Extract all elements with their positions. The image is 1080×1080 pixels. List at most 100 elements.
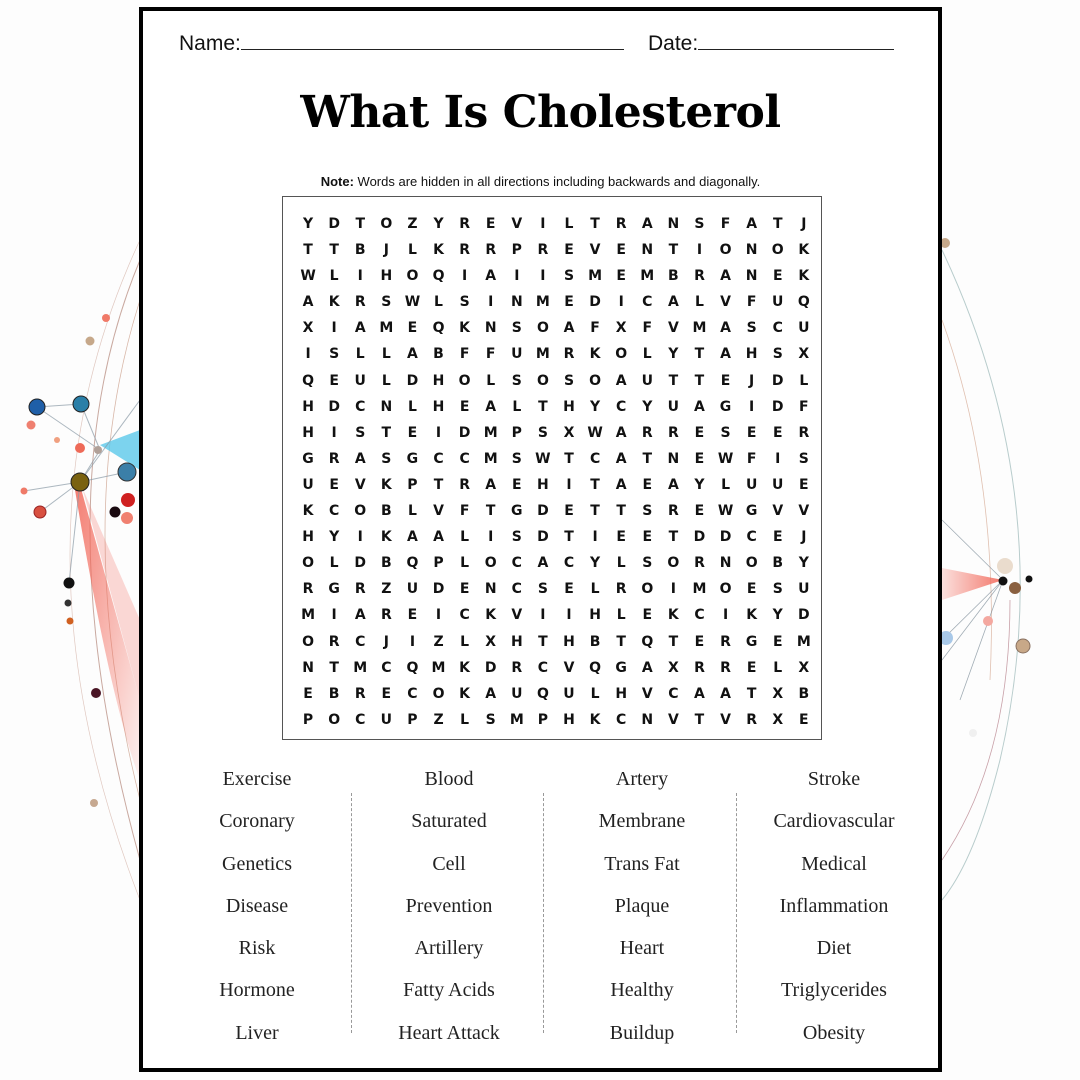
grid-cell[interactable]: S <box>642 503 653 520</box>
grid-cell[interactable]: U <box>406 581 419 598</box>
grid-cell[interactable]: D <box>771 372 784 389</box>
grid-cell[interactable]: L <box>564 216 574 232</box>
grid-cell[interactable]: R <box>380 607 392 624</box>
grid-cell[interactable]: W <box>717 503 734 520</box>
grid-cell[interactable]: I <box>331 424 337 441</box>
grid-cell[interactable]: D <box>537 503 549 520</box>
grid-cell[interactable]: A <box>537 555 549 572</box>
grid-cell[interactable]: D <box>354 555 367 572</box>
grid-cell[interactable]: A <box>641 659 653 676</box>
grid-cell[interactable]: T <box>668 633 679 650</box>
grid-cell[interactable]: A <box>302 294 314 311</box>
grid-cell[interactable]: Y <box>433 216 444 232</box>
grid-cell[interactable]: K <box>380 476 392 493</box>
grid-cell[interactable]: N <box>484 320 497 337</box>
grid-cell[interactable]: S <box>537 424 548 441</box>
grid-cell[interactable]: E <box>564 581 574 598</box>
grid-cell[interactable]: U <box>798 581 810 598</box>
grid-cell[interactable]: S <box>511 529 522 546</box>
grid-cell[interactable]: L <box>773 659 783 676</box>
grid-cell[interactable]: Q <box>406 659 419 676</box>
grid-cell[interactable]: E <box>407 424 418 441</box>
grid-cell[interactable]: O <box>745 555 758 572</box>
grid-cell[interactable]: T <box>329 242 339 259</box>
grid-cell[interactable]: A <box>720 346 731 363</box>
grid-cell[interactable]: B <box>380 503 392 520</box>
grid-cell[interactable]: S <box>511 372 522 389</box>
grid-cell[interactable]: K <box>798 268 810 285</box>
grid-cell[interactable]: B <box>772 555 784 572</box>
grid-cell[interactable]: C <box>694 607 705 624</box>
grid-cell[interactable]: A <box>485 476 497 493</box>
grid-cell[interactable]: H <box>563 633 575 650</box>
grid-cell[interactable]: U <box>772 294 784 311</box>
grid-cell[interactable]: X <box>798 346 810 363</box>
grid-cell[interactable]: M <box>431 659 446 676</box>
grid-cell[interactable]: R <box>459 216 470 232</box>
grid-cell[interactable]: O <box>719 581 732 598</box>
grid-cell[interactable]: Z <box>433 633 444 650</box>
grid-cell[interactable]: H <box>537 476 549 493</box>
grid-cell[interactable]: S <box>329 346 340 363</box>
grid-cell[interactable]: A <box>615 476 627 493</box>
grid-cell[interactable]: M <box>588 268 603 285</box>
grid-cell[interactable]: E <box>642 607 653 624</box>
grid-cell[interactable]: L <box>512 398 522 415</box>
grid-cell[interactable]: S <box>381 450 392 467</box>
grid-cell[interactable]: U <box>641 372 653 389</box>
grid-cell[interactable]: B <box>433 346 444 363</box>
grid-cell[interactable]: E <box>746 581 757 598</box>
grid-cell[interactable]: L <box>434 294 443 311</box>
grid-cell[interactable]: C <box>511 581 522 598</box>
grid-cell[interactable]: J <box>383 633 389 650</box>
grid-cell[interactable]: P <box>433 555 444 572</box>
grid-cell[interactable]: P <box>407 476 418 493</box>
grid-cell[interactable]: H <box>510 633 523 650</box>
grid-cell[interactable]: H <box>563 398 575 415</box>
grid-cell[interactable]: V <box>720 711 731 728</box>
grid-cell[interactable]: I <box>462 268 468 285</box>
grid-cell[interactable]: W <box>300 268 316 285</box>
grid-cell[interactable]: K <box>433 242 444 259</box>
grid-cell[interactable]: L <box>616 607 626 624</box>
grid-cell[interactable]: L <box>460 555 470 572</box>
grid-cell[interactable]: E <box>616 268 626 285</box>
grid-cell[interactable]: L <box>329 555 339 572</box>
grid-cell[interactable]: K <box>746 607 758 624</box>
grid-cell[interactable]: Q <box>302 372 314 389</box>
grid-cell[interactable]: E <box>407 607 418 624</box>
grid-cell[interactable]: F <box>720 216 731 232</box>
grid-cell[interactable]: I <box>514 268 520 285</box>
grid-cell[interactable]: D <box>537 529 549 546</box>
grid-cell[interactable]: O <box>432 685 445 702</box>
grid-cell[interactable]: T <box>433 476 444 493</box>
grid-cell[interactable]: K <box>459 685 471 702</box>
date-blank-line[interactable] <box>698 31 895 50</box>
grid-cell[interactable]: E <box>772 529 783 546</box>
grid-cell[interactable]: P <box>511 242 522 259</box>
grid-cell[interactable]: A <box>641 216 653 232</box>
date-field[interactable]: Date: <box>648 31 895 56</box>
grid-cell[interactable]: L <box>486 372 496 389</box>
grid-cell[interactable]: U <box>772 476 784 493</box>
grid-cell[interactable]: O <box>719 242 732 259</box>
grid-cell[interactable]: N <box>719 555 732 572</box>
grid-cell[interactable]: K <box>589 346 601 363</box>
grid-cell[interactable]: R <box>328 450 340 467</box>
grid-cell[interactable]: V <box>798 503 810 520</box>
grid-cell[interactable]: E <box>564 294 574 311</box>
grid-cell[interactable]: I <box>305 346 311 363</box>
grid-cell[interactable]: D <box>432 581 445 598</box>
grid-cell[interactable]: I <box>435 607 442 624</box>
grid-cell[interactable]: D <box>693 529 706 546</box>
grid-cell[interactable]: E <box>746 659 757 676</box>
grid-cell[interactable]: K <box>380 529 392 546</box>
grid-cell[interactable]: I <box>592 529 598 546</box>
grid-cell[interactable]: Y <box>642 398 653 415</box>
grid-cell[interactable]: O <box>615 346 628 363</box>
grid-cell[interactable]: C <box>459 607 470 624</box>
grid-cell[interactable]: C <box>355 711 366 728</box>
grid-cell[interactable]: K <box>302 503 314 520</box>
grid-cell[interactable]: S <box>746 320 757 337</box>
grid-cell[interactable]: L <box>799 372 809 389</box>
